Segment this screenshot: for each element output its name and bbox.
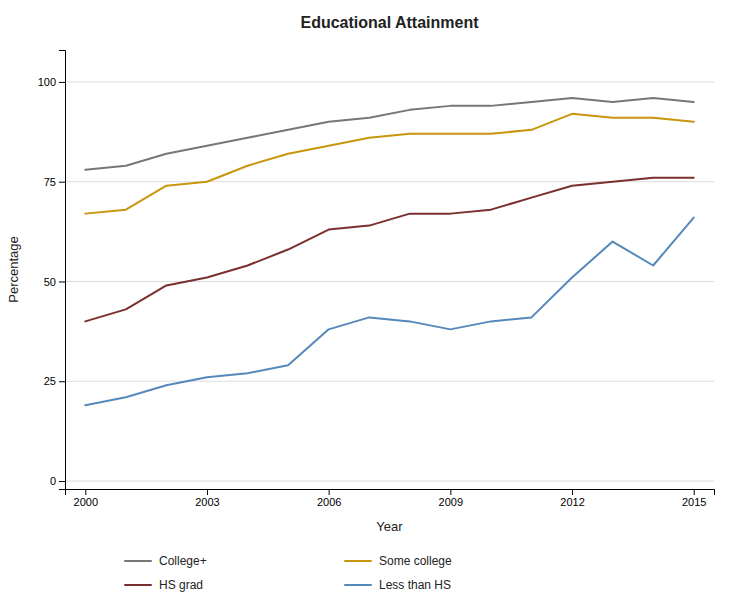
grid — [65, 82, 714, 481]
plot-area: 2000 2003 2006 2009 2012 2015 0 25 50 75 100 — [38, 51, 715, 508]
x-tick-mark — [85, 489, 86, 495]
y-tick: 50 — [44, 275, 65, 287]
series-line — [85, 218, 693, 406]
x-tick-label: 2009 — [439, 496, 463, 508]
y-tick-mark — [59, 381, 65, 382]
grid-line — [65, 81, 714, 82]
legend-swatch — [125, 584, 151, 586]
x-tick: 2012 — [560, 489, 584, 508]
chart-container: 2000 2003 2006 2009 2012 2015 0 25 50 75 100 Educat… — [0, 0, 739, 614]
x-tick-label: 2003 — [195, 496, 219, 508]
legend-swatch — [125, 560, 151, 562]
y-tick-label: 75 — [44, 176, 56, 188]
x-tick-label: 2006 — [317, 496, 341, 508]
y-tick: 100 — [38, 76, 65, 88]
legend-label: HS grad — [159, 578, 203, 592]
grid-line — [65, 381, 714, 382]
x-tick-mark — [329, 489, 330, 495]
x-tick-label: 2015 — [682, 496, 706, 508]
x-tick-mark — [207, 489, 208, 495]
x-tick-label: 2000 — [74, 496, 98, 508]
x-tick-label: 2012 — [560, 496, 584, 508]
y-tick-label: 25 — [44, 375, 56, 387]
x-tick: 2009 — [439, 489, 463, 508]
y-tick-mark — [59, 82, 65, 83]
legend-label: Some college — [379, 554, 452, 568]
x-tick: 2003 — [195, 489, 219, 508]
legend-swatch — [345, 560, 371, 562]
x-tick: 2000 — [74, 489, 98, 508]
y-tick-mark — [59, 182, 65, 183]
legend-item: Less than HS — [345, 578, 451, 592]
x-tick-mark — [572, 489, 573, 495]
legend-label: College+ — [159, 554, 207, 568]
y-tick: 0 — [50, 475, 65, 487]
series-line — [85, 98, 693, 170]
y-tick: 75 — [44, 176, 65, 188]
x-axis: 2000 2003 2006 2009 2012 2015 — [66, 489, 715, 508]
y-tick-label: 0 — [50, 475, 56, 487]
y-tick-label: 100 — [38, 76, 56, 88]
series-lines — [85, 98, 693, 405]
grid-line — [65, 281, 714, 282]
y-axis: 0 25 50 75 100 — [38, 51, 66, 490]
x-tick-mark — [450, 489, 451, 495]
legend-item: College+ — [125, 554, 207, 568]
y-axis-line — [59, 51, 66, 490]
x-tick-mark — [694, 489, 695, 495]
x-axis-title: Year — [376, 519, 403, 534]
legend-item: Some college — [345, 554, 452, 568]
grid-line — [65, 481, 714, 482]
legend: College+ Some college HS grad Less than HS — [125, 554, 452, 592]
legend-item: HS grad — [125, 578, 203, 592]
legend-label: Less than HS — [379, 578, 451, 592]
x-axis-line — [66, 490, 715, 496]
series-line — [85, 114, 693, 214]
legend-swatch — [345, 584, 371, 586]
y-tick-mark — [59, 481, 65, 482]
chart: 2000 2003 2006 2009 2012 2015 0 25 50 75 100 Educat… — [0, 0, 739, 614]
y-tick: 25 — [44, 375, 65, 387]
x-tick: 2015 — [682, 489, 706, 508]
title: Educational Attainment — [300, 14, 479, 31]
y-tick-mark — [59, 281, 65, 282]
y-tick-label: 50 — [44, 275, 56, 287]
x-tick: 2006 — [317, 489, 341, 508]
y-axis-title: Percentage — [6, 236, 21, 303]
